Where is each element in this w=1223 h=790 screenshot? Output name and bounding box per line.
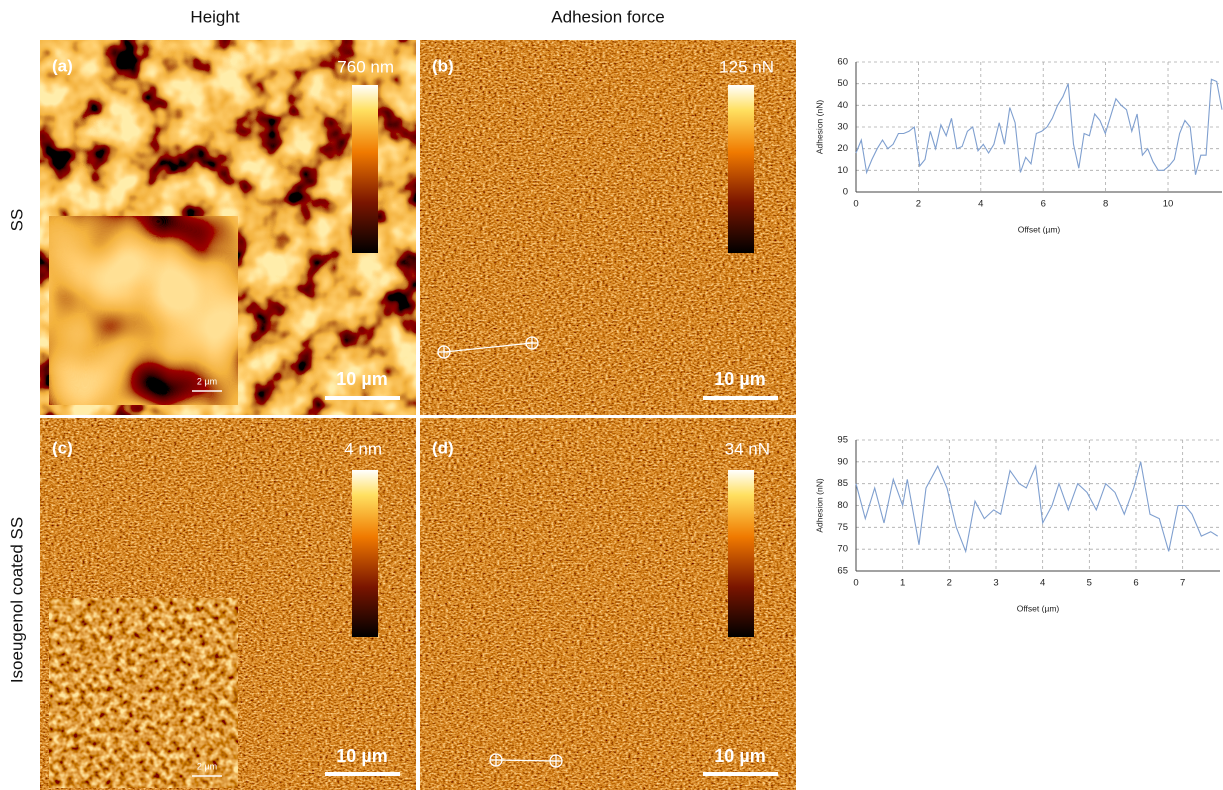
y-tick-label: 90 [837, 456, 848, 467]
y-axis-label: Adhesion (nN) [814, 478, 824, 533]
column-header: Height [190, 7, 239, 26]
scale-max: 760 nm [337, 57, 394, 76]
scale-max: 4 nm [344, 439, 382, 458]
x-tick-label: 1 [900, 578, 905, 589]
row-header: SS [7, 209, 26, 232]
y-tick-label: 80 [837, 500, 848, 511]
scale-bar-label: 10 µm [336, 746, 387, 766]
y-axis-label: Adhesion (nN) [814, 100, 824, 155]
scale-max: 125 nN [719, 57, 774, 76]
panel-label: (d) [432, 438, 454, 457]
inset-image [47, 596, 240, 790]
color-bar [352, 85, 378, 253]
inset-scale-label: 2 µm [197, 761, 217, 771]
scale-max: 34 nN [725, 439, 770, 458]
row-header: Isoeugenol coated SS [7, 517, 26, 683]
y-tick-label: 60 [837, 57, 848, 68]
panel-label: (c) [52, 438, 73, 457]
x-tick-label: 0 [853, 578, 858, 589]
y-tick-label: 30 [837, 122, 848, 133]
y-tick-label: 50 [837, 78, 848, 89]
x-tick-label: 6 [1133, 578, 1138, 589]
x-tick-label: 2 [916, 199, 921, 210]
y-tick-label: 10 [837, 165, 848, 176]
y-tick-label: 65 [837, 566, 848, 577]
column-header: Adhesion force [551, 7, 664, 26]
scale-bar-label: 10 µm [714, 369, 765, 389]
x-tick-label: 2 [947, 578, 952, 589]
scale-bar-label: 10 µm [714, 746, 765, 766]
x-tick-label: 10 [1163, 199, 1174, 210]
y-tick-label: 85 [837, 478, 848, 489]
data-line [855, 461, 1218, 554]
inset-scale-label: 2 µm [197, 376, 217, 386]
profile-line [437, 336, 539, 359]
color-bar [728, 470, 754, 637]
x-axis-label: Offset (µm) [1017, 603, 1060, 613]
x-tick-label: 0 [853, 199, 858, 210]
x-tick-label: 8 [1103, 199, 1108, 210]
x-tick-label: 6 [1041, 199, 1046, 210]
inset-image [47, 214, 240, 407]
scale-bar-label: 10 µm [336, 369, 387, 389]
data-line [855, 78, 1223, 175]
y-tick-label: 75 [837, 522, 848, 533]
panel-label: (b) [432, 56, 454, 75]
x-tick-label: 4 [1040, 578, 1045, 589]
profile-line [489, 753, 563, 768]
y-tick-label: 40 [837, 100, 848, 111]
y-tick-label: 20 [837, 143, 848, 154]
x-tick-label: 5 [1087, 578, 1092, 589]
color-bar [352, 470, 378, 637]
panel-label: (a) [52, 56, 73, 75]
y-tick-label: 70 [837, 544, 848, 555]
x-tick-label: 7 [1180, 578, 1185, 589]
x-tick-label: 3 [993, 578, 998, 589]
x-axis-label: Offset (µm) [1018, 224, 1061, 234]
y-tick-label: 0 [843, 187, 848, 198]
color-bar [728, 85, 754, 253]
y-tick-label: 95 [837, 435, 848, 446]
x-tick-label: 4 [978, 199, 983, 210]
